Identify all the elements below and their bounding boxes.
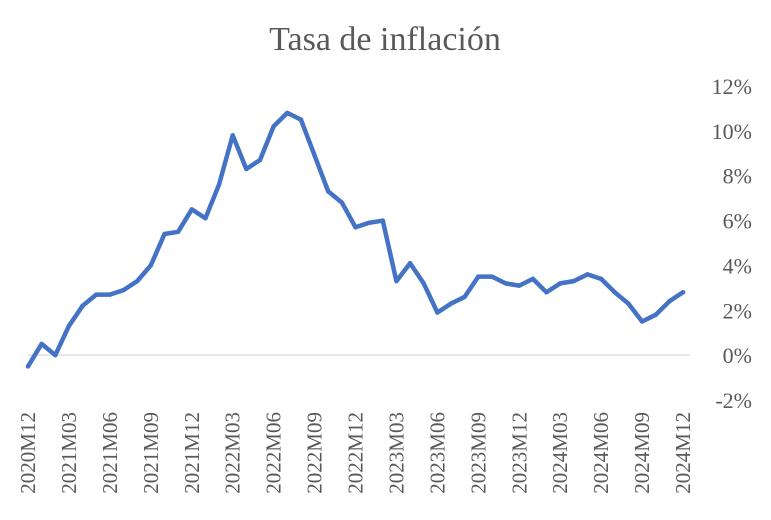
x-tick-label: 2024M03 (548, 412, 572, 494)
x-tick-label: 2021M06 (98, 412, 122, 494)
data-point (216, 182, 222, 187)
data-point (407, 260, 413, 266)
chart-title: Tasa de inflación (269, 21, 501, 58)
data-point (203, 216, 208, 221)
data-point (421, 281, 426, 286)
data-point (134, 278, 140, 284)
x-tick-label: 2023M09 (466, 412, 490, 494)
y-tick-label: 4% (723, 253, 752, 278)
data-point (39, 341, 44, 347)
data-point (339, 200, 345, 205)
data-point (598, 276, 604, 282)
x-tick-label: 2021M12 (180, 412, 204, 494)
y-tick-label: 6% (723, 209, 752, 234)
data-point (244, 166, 249, 172)
data-point (585, 272, 590, 277)
data-point (53, 352, 58, 358)
data-point (462, 294, 467, 300)
data-point (380, 218, 385, 223)
y-tick-label: 10% (712, 119, 752, 144)
data-point (107, 292, 113, 297)
y-tick-label: -2% (715, 388, 752, 413)
data-point (66, 323, 72, 329)
data-point (626, 301, 631, 306)
x-tick-label: 2024M06 (589, 412, 613, 494)
data-point (162, 231, 167, 237)
x-tick-label: 2023M06 (425, 412, 449, 494)
y-tick-label: 12% (712, 74, 752, 99)
data-point (285, 110, 290, 116)
data-point (476, 274, 481, 279)
data-point (257, 157, 263, 163)
y-tick-label: 0% (723, 343, 752, 368)
x-tick-label: 2024M12 (671, 412, 695, 494)
data-point (189, 207, 194, 212)
x-tick-label: 2023M12 (507, 412, 531, 494)
data-point (326, 189, 331, 194)
x-tick-label: 2021M03 (57, 412, 81, 494)
data-point (25, 364, 31, 369)
data-point (517, 283, 522, 288)
data-point (230, 133, 235, 138)
data-point (544, 290, 549, 295)
data-point (503, 281, 508, 286)
data-point (557, 281, 563, 286)
data-point (571, 278, 577, 284)
y-tick-label: 2% (723, 298, 752, 323)
x-tick-label: 2022M12 (344, 412, 368, 494)
data-point (680, 290, 686, 295)
x-tick-label: 2022M03 (221, 412, 245, 494)
data-point (353, 225, 358, 230)
y-axis-ticks: -2% 0% 2% 4% 6% 8% 10% 12% (712, 74, 752, 413)
x-tick-label: 2023M03 (384, 412, 408, 494)
data-point (448, 301, 454, 306)
data-point (435, 310, 440, 315)
data-point (394, 278, 399, 284)
series-layer (25, 110, 686, 369)
series-line (25, 110, 686, 369)
data-point (612, 290, 617, 295)
y-tick-label: 8% (723, 164, 752, 189)
data-point (94, 292, 99, 297)
data-point (312, 153, 317, 158)
x-tick-label: 2024M09 (630, 412, 654, 494)
data-point (271, 124, 276, 129)
x-tick-label: 2022M06 (262, 412, 286, 494)
x-tick-label: 2020M12 (16, 412, 40, 494)
data-point (175, 229, 181, 234)
data-point (80, 303, 85, 308)
data-point (366, 220, 372, 226)
data-point (489, 274, 495, 279)
data-point (121, 287, 126, 293)
data-point (653, 312, 658, 317)
x-axis-ticks: 2020M12 2021M03 2021M06 2021M09 2021M12 2022M… (16, 412, 695, 494)
data-point (639, 319, 645, 324)
data-point (148, 263, 154, 268)
x-tick-label: 2021M09 (139, 412, 163, 494)
data-point (298, 117, 304, 122)
data-point (667, 299, 672, 304)
data-point (530, 276, 536, 282)
x-tick-label: 2022M09 (303, 412, 327, 494)
